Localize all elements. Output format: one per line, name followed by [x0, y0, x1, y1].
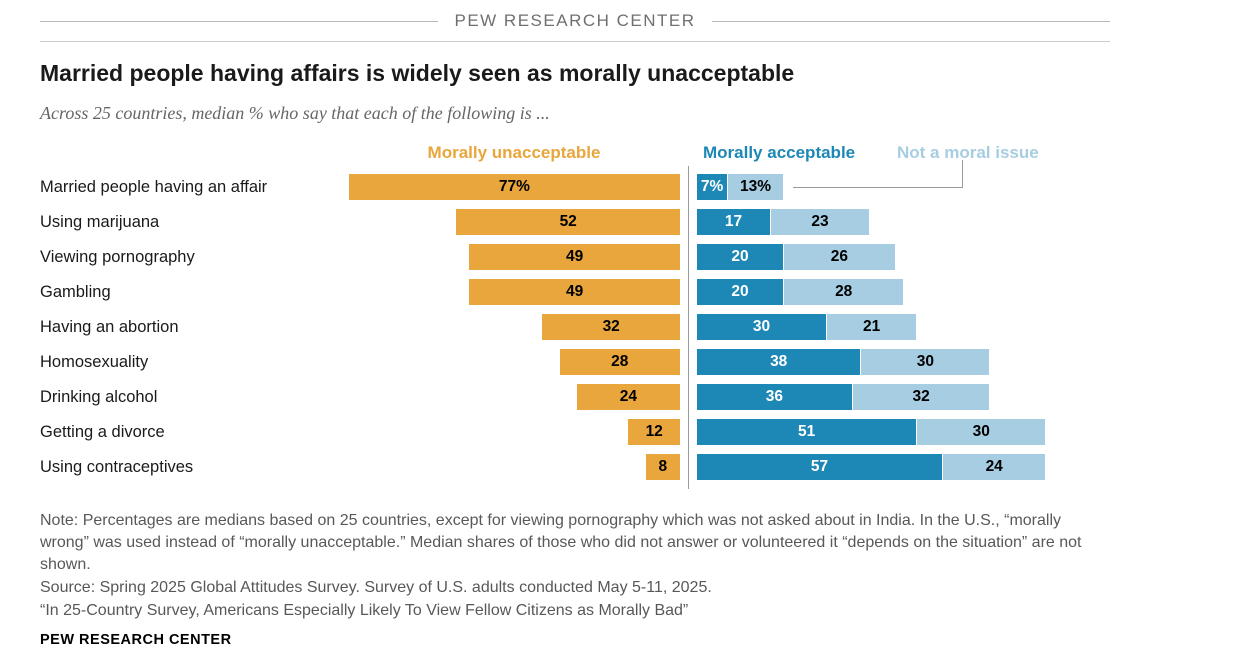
report-title-text: “In 25-Country Survey, Americans Especia…: [40, 602, 689, 619]
bar-not-a-moral-issue: 30: [916, 419, 1046, 445]
bottom-brand-text: PEW RESEARCH CENTER: [40, 632, 232, 648]
bar-morally-acceptable: 38: [697, 349, 861, 375]
legend-morally-unacceptable: Morally unacceptable: [427, 143, 601, 162]
top-rule-left: [40, 20, 439, 22]
bar-morally-unacceptable: 12: [628, 419, 680, 445]
bar-not-a-moral-issue: 28: [783, 279, 904, 305]
category-label: Having an abortion: [40, 318, 179, 336]
category-label: Homosexuality: [40, 353, 149, 371]
bar-not-a-moral-issue: 32: [851, 384, 990, 410]
bar-morally-unacceptable: 52: [456, 209, 680, 235]
top-brand-text: PEW RESEARCH CENTER: [454, 11, 696, 30]
diverging-bar-chart: Married people having an affair 77% 7% 13% U…: [0, 160, 1242, 489]
top-rule-right: [711, 20, 1110, 22]
chart-subtitle: Across 25 countries, median % who say th…: [40, 103, 550, 123]
bar-not-a-moral-issue: 13%: [727, 174, 783, 200]
bar-not-a-moral-issue: 26: [783, 244, 895, 270]
bar-morally-acceptable: 20: [697, 244, 783, 270]
legend-connector-line: [793, 160, 963, 188]
bar-morally-acceptable: 51: [697, 419, 917, 445]
category-label: Viewing pornography: [40, 248, 195, 266]
bar-morally-unacceptable: 32: [542, 314, 680, 340]
note-text: Note: Percentages are medians based on 2…: [40, 512, 1082, 573]
bar-morally-acceptable: 7%: [697, 174, 728, 200]
center-axis-line: [688, 166, 689, 489]
bar-not-a-moral-issue: 23: [770, 209, 869, 235]
bar-morally-acceptable: 17: [697, 209, 771, 235]
legend-morally-acceptable: Morally acceptable: [703, 143, 856, 162]
bar-morally-unacceptable: 49: [469, 279, 680, 305]
category-label: Married people having an affair: [40, 178, 268, 196]
bar-not-a-moral-issue: 30: [860, 349, 990, 375]
bar-morally-unacceptable: 49: [469, 244, 680, 270]
bar-not-a-moral-issue: 21: [826, 314, 917, 340]
chart-title: Married people having affairs is widely …: [40, 60, 795, 86]
bar-not-a-moral-issue: 24: [942, 454, 1046, 480]
category-label: Using contraceptives: [40, 458, 194, 476]
bar-morally-unacceptable: 24: [576, 384, 680, 410]
legend-not-a-moral-issue: Not a moral issue: [897, 143, 1039, 162]
bar-morally-unacceptable: 77%: [348, 174, 680, 200]
bar-morally-acceptable: 57: [697, 454, 943, 480]
bar-morally-unacceptable: 28: [559, 349, 680, 375]
bar-morally-acceptable: 20: [697, 279, 783, 305]
bar-morally-unacceptable: 8: [645, 454, 680, 480]
category-label: Using marijuana: [40, 213, 160, 231]
header-divider-line: [40, 41, 1110, 42]
source-text: Source: Spring 2025 Global Attitudes Sur…: [40, 579, 712, 596]
bar-morally-acceptable: 30: [697, 314, 826, 340]
category-label: Gambling: [40, 283, 111, 301]
category-label: Getting a divorce: [40, 423, 165, 441]
category-label: Drinking alcohol: [40, 388, 158, 406]
top-brand-row: PEW RESEARCH CENTER: [40, 11, 1110, 31]
bar-morally-acceptable: 36: [697, 384, 852, 410]
